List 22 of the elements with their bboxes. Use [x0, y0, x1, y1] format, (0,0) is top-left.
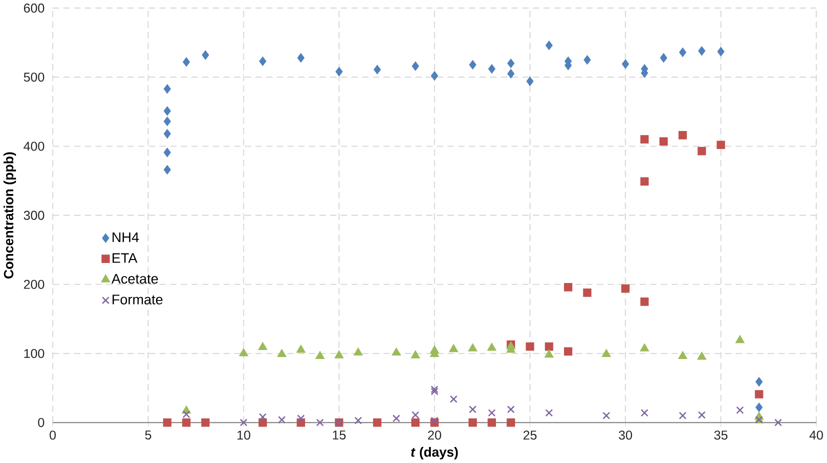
- legend-label: Formate: [112, 294, 162, 304]
- y-tick-label: 0: [38, 418, 44, 428]
- x-tick-label: 35: [714, 430, 728, 440]
- x-tick-label: 10: [237, 430, 250, 440]
- legend-label: ETA: [112, 253, 138, 263]
- legend-label: Acetate: [112, 274, 158, 284]
- x-tick-label: 20: [428, 430, 442, 440]
- y-tick-label: 200: [24, 280, 44, 289]
- y-axis-title: Concentration (ppb): [4, 152, 16, 278]
- y-tick-label: 600: [24, 4, 44, 13]
- x-tick-label: 40: [810, 430, 823, 440]
- x-tick-label: 30: [618, 430, 632, 440]
- legend-label: NH4: [112, 232, 139, 242]
- y-tick-label: 400: [24, 142, 44, 151]
- x-axis-title: t (days): [411, 446, 458, 460]
- x-tick-label: 5: [145, 430, 152, 440]
- x-tick-label: 25: [523, 430, 537, 440]
- y-tick-label: 500: [24, 72, 44, 82]
- y-tick-label: 300: [24, 210, 44, 220]
- y-tick-label: 100: [24, 348, 44, 358]
- x-tick-label: 0: [50, 430, 56, 440]
- x-tick-label: 15: [332, 430, 346, 440]
